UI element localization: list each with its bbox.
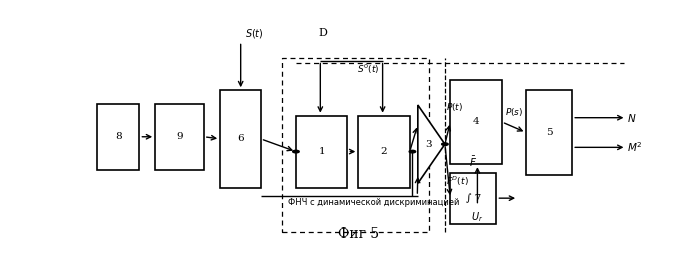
Circle shape bbox=[442, 143, 448, 145]
Text: $U_r$: $U_r$ bbox=[471, 210, 484, 224]
Text: $P(s)$: $P(s)$ bbox=[505, 106, 523, 118]
Text: $S(t)$: $S(t)$ bbox=[245, 28, 264, 40]
Circle shape bbox=[409, 150, 416, 153]
Text: $P(t)$: $P(t)$ bbox=[446, 101, 463, 114]
Bar bbox=[220, 90, 261, 188]
Text: $M^2$: $M^2$ bbox=[628, 141, 643, 154]
Text: 6: 6 bbox=[237, 134, 244, 143]
Text: Фиг 5: Фиг 5 bbox=[338, 227, 379, 241]
Bar bbox=[296, 116, 347, 188]
Text: $\bar{F}$: $\bar{F}$ bbox=[469, 154, 477, 169]
Bar bbox=[526, 90, 572, 175]
Bar bbox=[155, 104, 204, 170]
Text: 8: 8 bbox=[115, 132, 122, 141]
Text: D: D bbox=[319, 28, 327, 38]
Text: $F^D(t)$: $F^D(t)$ bbox=[446, 174, 469, 188]
Bar bbox=[282, 58, 428, 232]
Circle shape bbox=[293, 150, 299, 153]
Polygon shape bbox=[418, 105, 445, 183]
Text: 5: 5 bbox=[546, 128, 552, 137]
Text: 4: 4 bbox=[473, 117, 480, 126]
Bar bbox=[359, 116, 410, 188]
Text: 9: 9 bbox=[176, 132, 182, 141]
Bar bbox=[450, 173, 496, 224]
Text: 2: 2 bbox=[381, 147, 387, 156]
Text: 3: 3 bbox=[426, 140, 432, 149]
Bar bbox=[97, 104, 139, 170]
Text: ∫ 7: ∫ 7 bbox=[466, 193, 481, 203]
Text: $S^{0}(t)$: $S^{0}(t)$ bbox=[357, 63, 380, 76]
Bar bbox=[450, 79, 502, 164]
Text: ФНЧ с динамической дискриминацией: ФНЧ с динамической дискриминацией bbox=[288, 198, 459, 207]
Text: $N$: $N$ bbox=[628, 112, 637, 124]
Text: 1: 1 bbox=[318, 147, 325, 156]
